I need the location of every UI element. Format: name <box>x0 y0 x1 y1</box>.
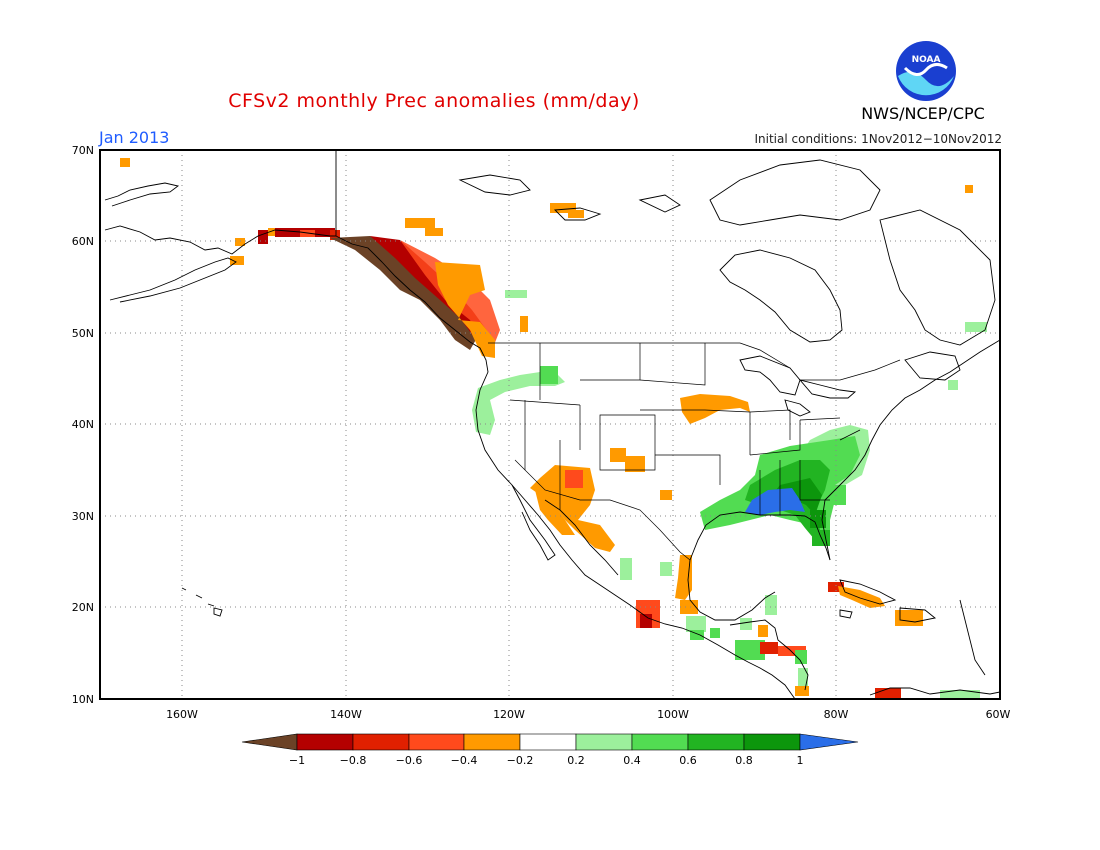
political-borders <box>488 342 901 561</box>
colorbar-label: 0.4 <box>623 754 641 767</box>
colorbar-label: −1 <box>289 754 305 767</box>
colorbar-low-arrow <box>241 733 298 751</box>
colorbar-label: 0.2 <box>567 754 585 767</box>
lat-label: 40N <box>72 418 94 431</box>
latitude-labels: 70N 60N 50N 40N 30N 20N 10N <box>72 144 94 706</box>
colorbar-label: 1 <box>797 754 804 767</box>
colorbar-segment <box>296 733 354 751</box>
longitude-labels: 160W 140W 120W 100W 80W 60W <box>166 708 1010 721</box>
anomaly-shading <box>120 158 987 699</box>
colorbar: −1 −0.8 −0.6 −0.4 −0.2 0.2 0.4 0.6 0.8 1 <box>241 733 859 767</box>
lat-label: 20N <box>72 601 94 614</box>
colorbar-label: −0.4 <box>451 754 478 767</box>
colorbar-label: −0.6 <box>396 754 423 767</box>
lon-label: 160W <box>166 708 198 721</box>
agency-label: NWS/NCEP/CPC <box>861 104 985 123</box>
lat-label: 70N <box>72 144 94 157</box>
noaa-logo: NOAA <box>896 41 956 101</box>
colorbar-label: −0.8 <box>340 754 367 767</box>
svg-text:NOAA: NOAA <box>912 55 941 65</box>
colorbar-label: 0.8 <box>735 754 753 767</box>
map-frame <box>99 149 1001 700</box>
colorbar-segment <box>519 733 577 751</box>
lon-label: 120W <box>493 708 525 721</box>
colorbar-segment <box>631 733 689 751</box>
lon-label: 60W <box>986 708 1011 721</box>
colorbar-segment <box>743 733 801 751</box>
colorbar-segment <box>575 733 633 751</box>
colorbar-label: 0.6 <box>679 754 697 767</box>
chart-title: CFSv2 monthly Prec anomalies (mm/day) <box>228 90 640 112</box>
lat-label: 10N <box>72 693 94 706</box>
colorbar-segment <box>687 733 745 751</box>
colorbar-label: −0.2 <box>507 754 534 767</box>
colorbar-segment <box>352 733 410 751</box>
lat-label: 50N <box>72 327 94 340</box>
colorbar-high-arrow <box>799 733 859 751</box>
lon-label: 80W <box>824 708 849 721</box>
lon-label: 100W <box>657 708 689 721</box>
coastlines <box>104 150 1000 699</box>
lon-label: 140W <box>330 708 362 721</box>
initial-conditions-label: Initial conditions: 1Nov2012−10Nov2012 <box>754 132 1003 146</box>
colorbar-segment <box>463 733 521 751</box>
lat-label: 60N <box>72 235 94 248</box>
grid-lines <box>100 150 1000 699</box>
lat-label: 30N <box>72 510 94 523</box>
colorbar-segment <box>408 733 465 751</box>
month-label: Jan 2013 <box>99 128 170 147</box>
